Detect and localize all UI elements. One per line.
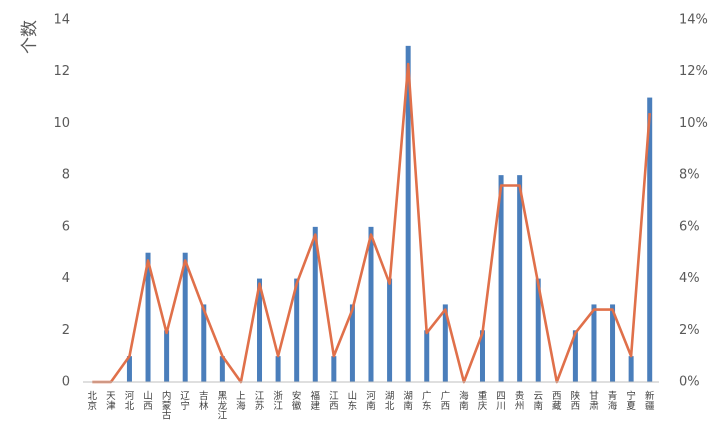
x-tick-label: 湖北 <box>385 391 395 412</box>
bar <box>182 252 188 382</box>
x-tick-label: 河南 <box>366 390 376 412</box>
bar <box>535 278 541 382</box>
y-axis-label: 个数 <box>20 20 40 54</box>
y-tick-left: 8 <box>62 168 70 183</box>
x-tick-label: 甘肃 <box>589 390 599 412</box>
y-tick-left: 6 <box>62 219 70 234</box>
x-tick-label: 内蒙古 <box>162 390 172 421</box>
x-tick-label: 福建 <box>311 390 321 412</box>
x-tick-label: 新疆 <box>645 390 655 412</box>
x-tick-label: 北京 <box>88 391 98 412</box>
y-tick-right: 4% <box>679 271 700 286</box>
bar <box>405 45 411 382</box>
y-tick-right: 12% <box>679 64 708 79</box>
bar <box>479 330 485 382</box>
bar <box>145 252 151 382</box>
bar <box>424 330 430 382</box>
bar <box>628 356 634 382</box>
y-tick-right: 0% <box>679 375 700 390</box>
x-tick-label: 云南 <box>533 391 543 412</box>
x-tick-label: 江西 <box>329 391 339 412</box>
bar <box>387 278 393 382</box>
bar <box>517 175 523 382</box>
y-tick-left: 12 <box>53 64 70 79</box>
x-tick-label: 山东 <box>348 391 358 412</box>
bar <box>257 278 263 382</box>
x-tick-label: 重庆 <box>478 390 488 412</box>
y-tick-right: 14% <box>679 13 708 28</box>
bar <box>312 226 318 382</box>
x-tick-label: 贵州 <box>515 390 525 412</box>
bar <box>572 330 578 382</box>
x-tick-label: 吉林 <box>199 391 209 412</box>
x-tick-label: 四川 <box>496 391 506 412</box>
x-tick-label: 陕西 <box>571 390 581 412</box>
y-tick-right: 10% <box>679 116 708 131</box>
x-tick-label: 天津 <box>106 391 116 412</box>
x-tick-label: 辽宁 <box>180 390 190 412</box>
x-tick-label: 青海 <box>608 390 618 412</box>
y-tick-left: 2 <box>62 323 70 338</box>
x-tick-label: 广东 <box>422 390 432 412</box>
x-tick-label: 上海 <box>236 391 246 412</box>
y-tick-right: 8% <box>679 168 700 183</box>
x-tick-label: 安徽 <box>292 390 302 412</box>
x-tick-label: 山西 <box>143 391 153 412</box>
bar <box>591 304 597 382</box>
bar <box>498 175 504 382</box>
bar <box>201 304 207 382</box>
x-tick-label: 黑龙江 <box>218 391 228 421</box>
bar <box>647 97 653 383</box>
x-tick-label: 浙江 <box>273 390 283 412</box>
x-tick-label: 广西 <box>441 390 451 412</box>
bar <box>164 330 170 382</box>
y-tick-left: 10 <box>53 116 70 131</box>
bar <box>349 304 355 382</box>
y-tick-left: 0 <box>62 375 70 390</box>
bar <box>442 304 448 382</box>
x-tick-label: 江苏 <box>255 391 265 412</box>
x-tick-label: 河北 <box>125 390 135 412</box>
x-tick-label: 宁夏 <box>626 390 636 412</box>
bar <box>368 226 374 382</box>
x-tick-label: 海南 <box>459 390 469 412</box>
bar <box>294 278 300 382</box>
bar <box>219 356 225 382</box>
bar <box>610 304 616 382</box>
y-tick-left: 4 <box>62 271 70 286</box>
x-tick-label: 西藏 <box>552 391 562 412</box>
y-tick-right: 2% <box>679 323 700 338</box>
bar <box>126 356 132 382</box>
y-tick-right: 6% <box>679 219 700 234</box>
y-tick-left: 14 <box>53 13 70 28</box>
bar <box>275 356 281 382</box>
x-tick-label: 湖南 <box>403 391 413 412</box>
bar <box>331 356 337 382</box>
